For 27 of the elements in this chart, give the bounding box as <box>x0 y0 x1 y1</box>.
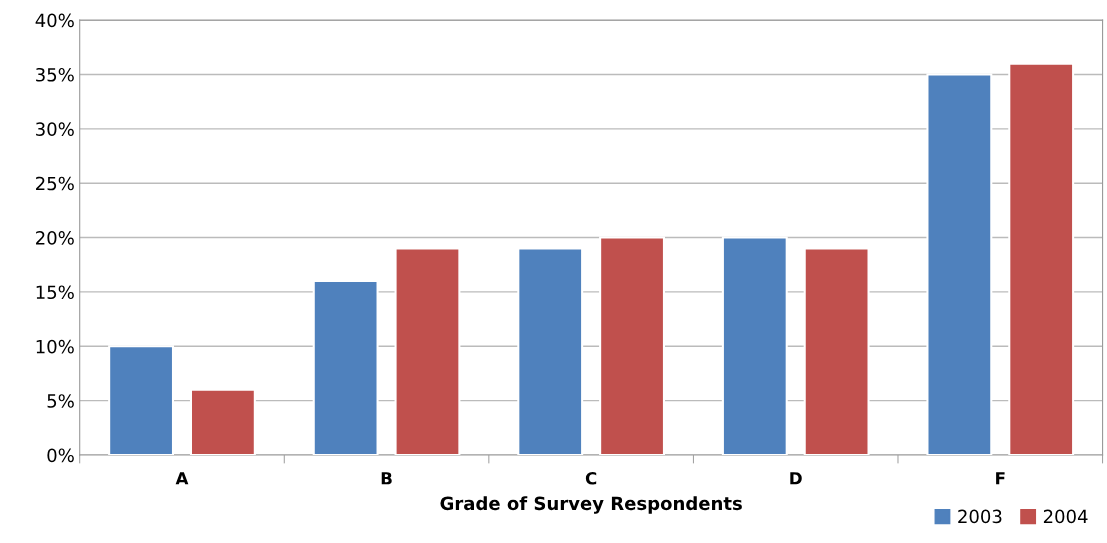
y-tick-label: 25% <box>36 176 74 191</box>
y-tick-label: 35% <box>36 67 74 82</box>
x-tick-label: F <box>996 472 1005 485</box>
bar <box>517 247 584 456</box>
y-tick-label: 5% <box>47 394 74 408</box>
x-tick-label: C <box>585 471 597 485</box>
y-tick-label: 15% <box>36 285 74 300</box>
bar <box>803 247 870 456</box>
bar <box>599 236 666 456</box>
x-tick-label: B <box>381 472 392 485</box>
bar <box>312 280 379 456</box>
y-tick-label: 30% <box>36 122 74 136</box>
legend-label: 2003 <box>958 509 1002 524</box>
x-tick-label: D <box>790 472 802 485</box>
y-tick-label: 20% <box>36 231 74 245</box>
y-tick-label: 10% <box>36 339 74 354</box>
y-tick-label: 40% <box>35 13 74 28</box>
bar <box>926 73 993 456</box>
legend-label: 2004 <box>1043 509 1088 524</box>
bar <box>189 388 256 456</box>
x-axis-title: Grade of Survey Respondents <box>440 496 742 514</box>
x-tick-label: A <box>175 472 189 485</box>
bar <box>1008 62 1075 456</box>
bar <box>394 247 461 456</box>
bar <box>721 236 788 456</box>
bar <box>108 345 175 456</box>
y-tick-label: 0% <box>47 448 74 463</box>
